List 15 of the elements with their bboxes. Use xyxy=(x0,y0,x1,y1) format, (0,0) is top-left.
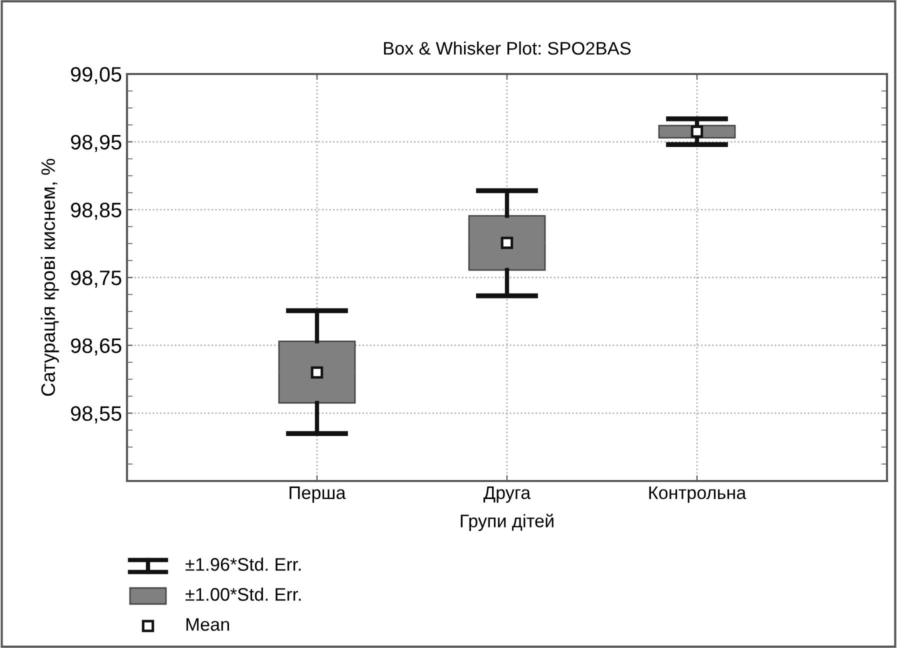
x-tick-label: Друга xyxy=(483,486,531,503)
text: ±1.00*Std. Err. xyxy=(186,588,301,601)
y-tick-label: 98,95 xyxy=(70,134,122,152)
y-tick-label: 98,85 xyxy=(70,202,122,220)
x-tick-label: Контрольна xyxy=(649,486,746,503)
x-axis-title: Групи дітей xyxy=(460,514,554,531)
text: Mean xyxy=(186,618,229,631)
y-tick-label: 98,75 xyxy=(70,270,122,288)
y-axis-title: Сатурація крові киснем, % xyxy=(40,158,59,396)
y-tick-label: 99,05 xyxy=(70,67,122,84)
y-tick-label: 98,65 xyxy=(70,338,122,356)
y-tick-label: 98,55 xyxy=(70,406,122,424)
x-tick-label: Перша xyxy=(290,486,346,503)
chart-title: Box & Whisker Plot: SPO2BAS xyxy=(384,41,631,55)
text: ±1.96*Std. Err. xyxy=(186,558,301,571)
